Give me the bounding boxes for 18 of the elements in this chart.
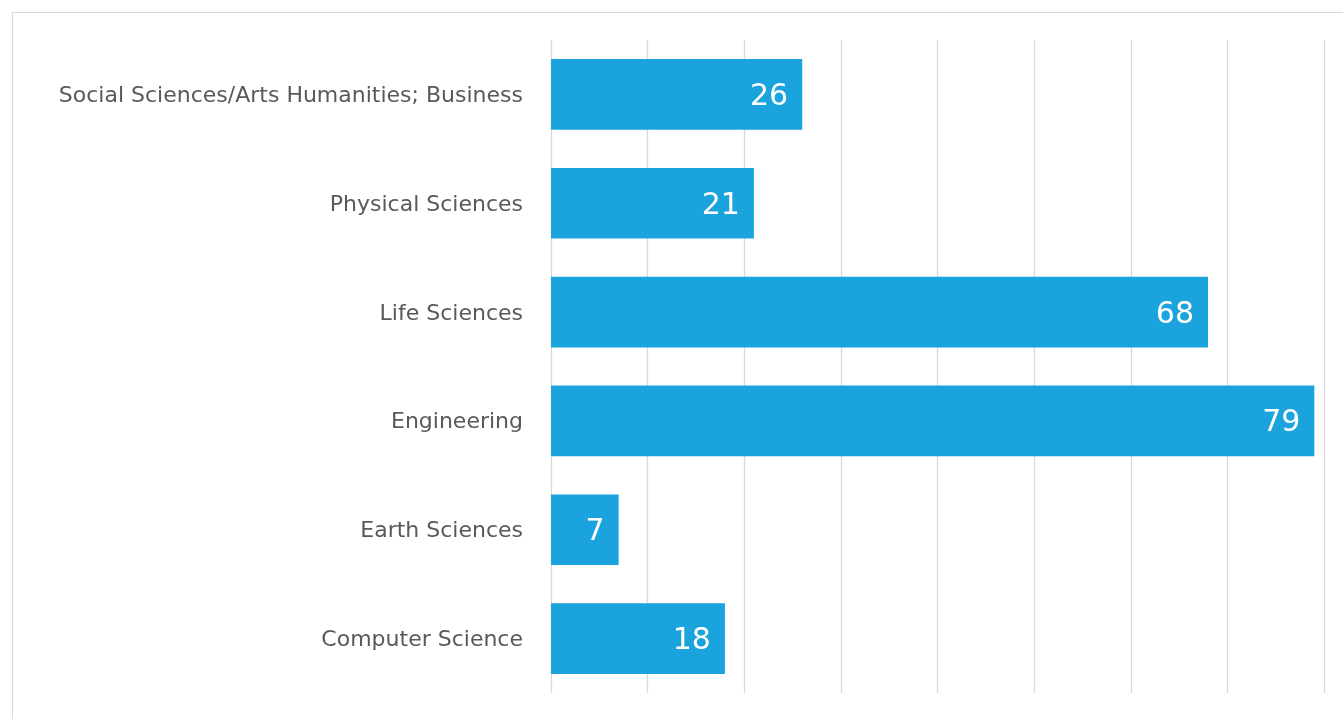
data-label: 26 (750, 76, 789, 112)
y-tick-label: Computer Science (321, 626, 523, 652)
y-tick-label: Life Sciences (379, 299, 523, 325)
y-tick-label: Engineering (391, 408, 523, 434)
bar (551, 385, 1315, 457)
data-label: 68 (1155, 294, 1195, 330)
bar (551, 276, 1209, 348)
bar (551, 494, 619, 566)
data-label: 21 (701, 185, 740, 221)
bar (551, 59, 803, 130)
bar (551, 603, 725, 674)
bar (551, 167, 754, 239)
data-label: 79 (1262, 403, 1301, 439)
data-label: 18 (672, 621, 711, 657)
y-tick-label: Social Sciences/Arts Humanities; Business (58, 81, 523, 107)
y-tick-label: Physical Sciences (329, 190, 523, 216)
y-tick-label: Earth Sciences (360, 517, 523, 543)
data-label: 7 (585, 512, 605, 548)
